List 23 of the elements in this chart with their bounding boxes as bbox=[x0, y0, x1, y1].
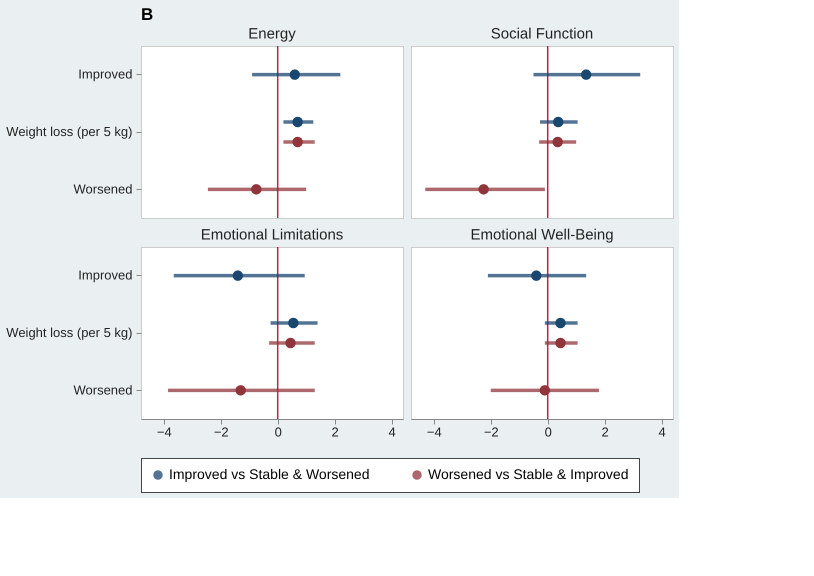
x-tick-label: −4 bbox=[426, 424, 442, 440]
x-tick-label: 0 bbox=[544, 424, 552, 440]
chart-title: Emotional Limitations bbox=[200, 226, 344, 244]
x-tick-label: 4 bbox=[658, 424, 666, 440]
x-tick-label: −2 bbox=[214, 424, 229, 440]
x-tick-label: 0 bbox=[274, 424, 282, 440]
y-tick-label: Worsened bbox=[73, 181, 132, 196]
x-tick-label: 2 bbox=[332, 424, 339, 440]
chart-title: Social Function bbox=[490, 25, 594, 42]
x-tick-label: 4 bbox=[388, 424, 396, 440]
y-tick-label: Weight loss (per 5 kg) bbox=[6, 124, 132, 139]
y-tick-label: Weight loss (per 5 kg) bbox=[6, 325, 132, 340]
chart-title: Emotional Well-Being bbox=[470, 226, 614, 244]
text: B bbox=[141, 4, 154, 24]
x-tick-label: 2 bbox=[602, 424, 609, 440]
legend-label: Worsened vs Stable & Improved bbox=[428, 466, 629, 482]
chart-title: Energy bbox=[248, 25, 296, 42]
legend-label: Improved vs Stable & Worsened bbox=[169, 466, 370, 482]
x-tick-label: −4 bbox=[156, 424, 172, 440]
y-tick-label: Improved bbox=[78, 268, 132, 283]
x-tick-label: −2 bbox=[484, 424, 499, 440]
y-tick-label: Improved bbox=[78, 66, 132, 82]
y-tick-label: Worsened bbox=[73, 382, 132, 398]
